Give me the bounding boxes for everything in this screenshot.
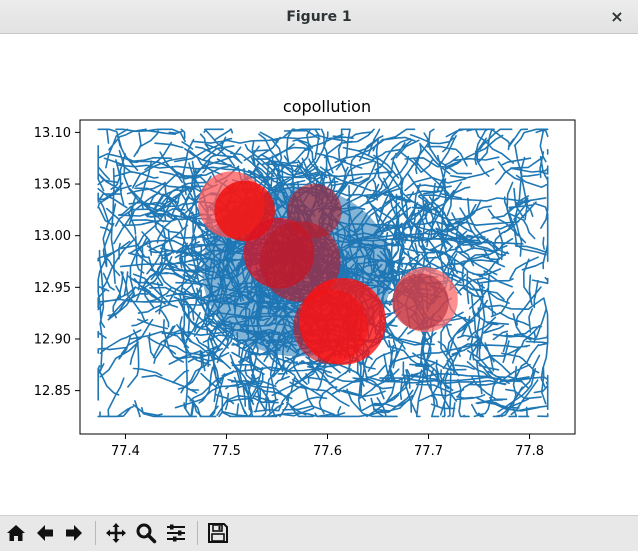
arrow-left-icon: [37, 525, 53, 541]
forward-button[interactable]: [61, 520, 87, 546]
pollution-circle-4: [259, 221, 341, 302]
home-icon: [7, 525, 25, 541]
sliders-icon: [167, 524, 185, 542]
x-tick-label: 77.4: [111, 444, 140, 459]
pollution-circle-8: [392, 273, 449, 331]
y-tick-label: 13.05: [34, 178, 71, 193]
floppy-disk-icon: [208, 523, 228, 543]
pan-button[interactable]: [103, 520, 129, 546]
y-tick-label: 12.95: [34, 281, 71, 296]
y-tick-label: 13.00: [34, 229, 71, 244]
arrow-right-icon: [66, 525, 82, 541]
y-axis-ticks: 12.85 12.90 12.95 13.00 13.05 13.10: [34, 126, 80, 399]
pollution-circle-6: [299, 277, 387, 365]
y-tick-label: 12.90: [34, 332, 71, 347]
y-tick-label: 12.85: [34, 384, 71, 399]
toolbar-separator: [197, 521, 198, 545]
x-tick-label: 77.6: [313, 444, 342, 459]
chart-title: copollution: [283, 97, 371, 116]
toolbar-separator: [95, 521, 96, 545]
magnifier-icon: [136, 523, 157, 544]
scatter-plot[interactable]: copollution 77.4 77.5 77.6 77.7 77.8 12.8512…: [0, 34, 638, 515]
back-button[interactable]: [32, 520, 58, 546]
configure-subplots-button[interactable]: [163, 520, 189, 546]
y-tick-label: 13.10: [34, 126, 71, 141]
close-icon[interactable]: ×: [610, 7, 624, 26]
window-title: Figure 1: [286, 9, 352, 25]
pollution-circles: [198, 171, 458, 365]
move-icon: [106, 523, 126, 543]
zoom-button[interactable]: [133, 520, 159, 546]
home-button[interactable]: [3, 520, 29, 546]
window-titlebar: Figure 1 ×: [0, 0, 638, 34]
x-axis-ticks: 77.4 77.5 77.6 77.7 77.8: [111, 434, 544, 459]
x-tick-label: 77.5: [212, 444, 241, 459]
save-button[interactable]: [205, 520, 231, 546]
x-tick-label: 77.8: [515, 444, 544, 459]
navigation-toolbar: [0, 515, 638, 551]
figure-canvas[interactable]: copollution 77.4 77.5 77.6 77.7 77.8 12.85 12…: [0, 34, 638, 515]
x-tick-label: 77.7: [414, 444, 443, 459]
